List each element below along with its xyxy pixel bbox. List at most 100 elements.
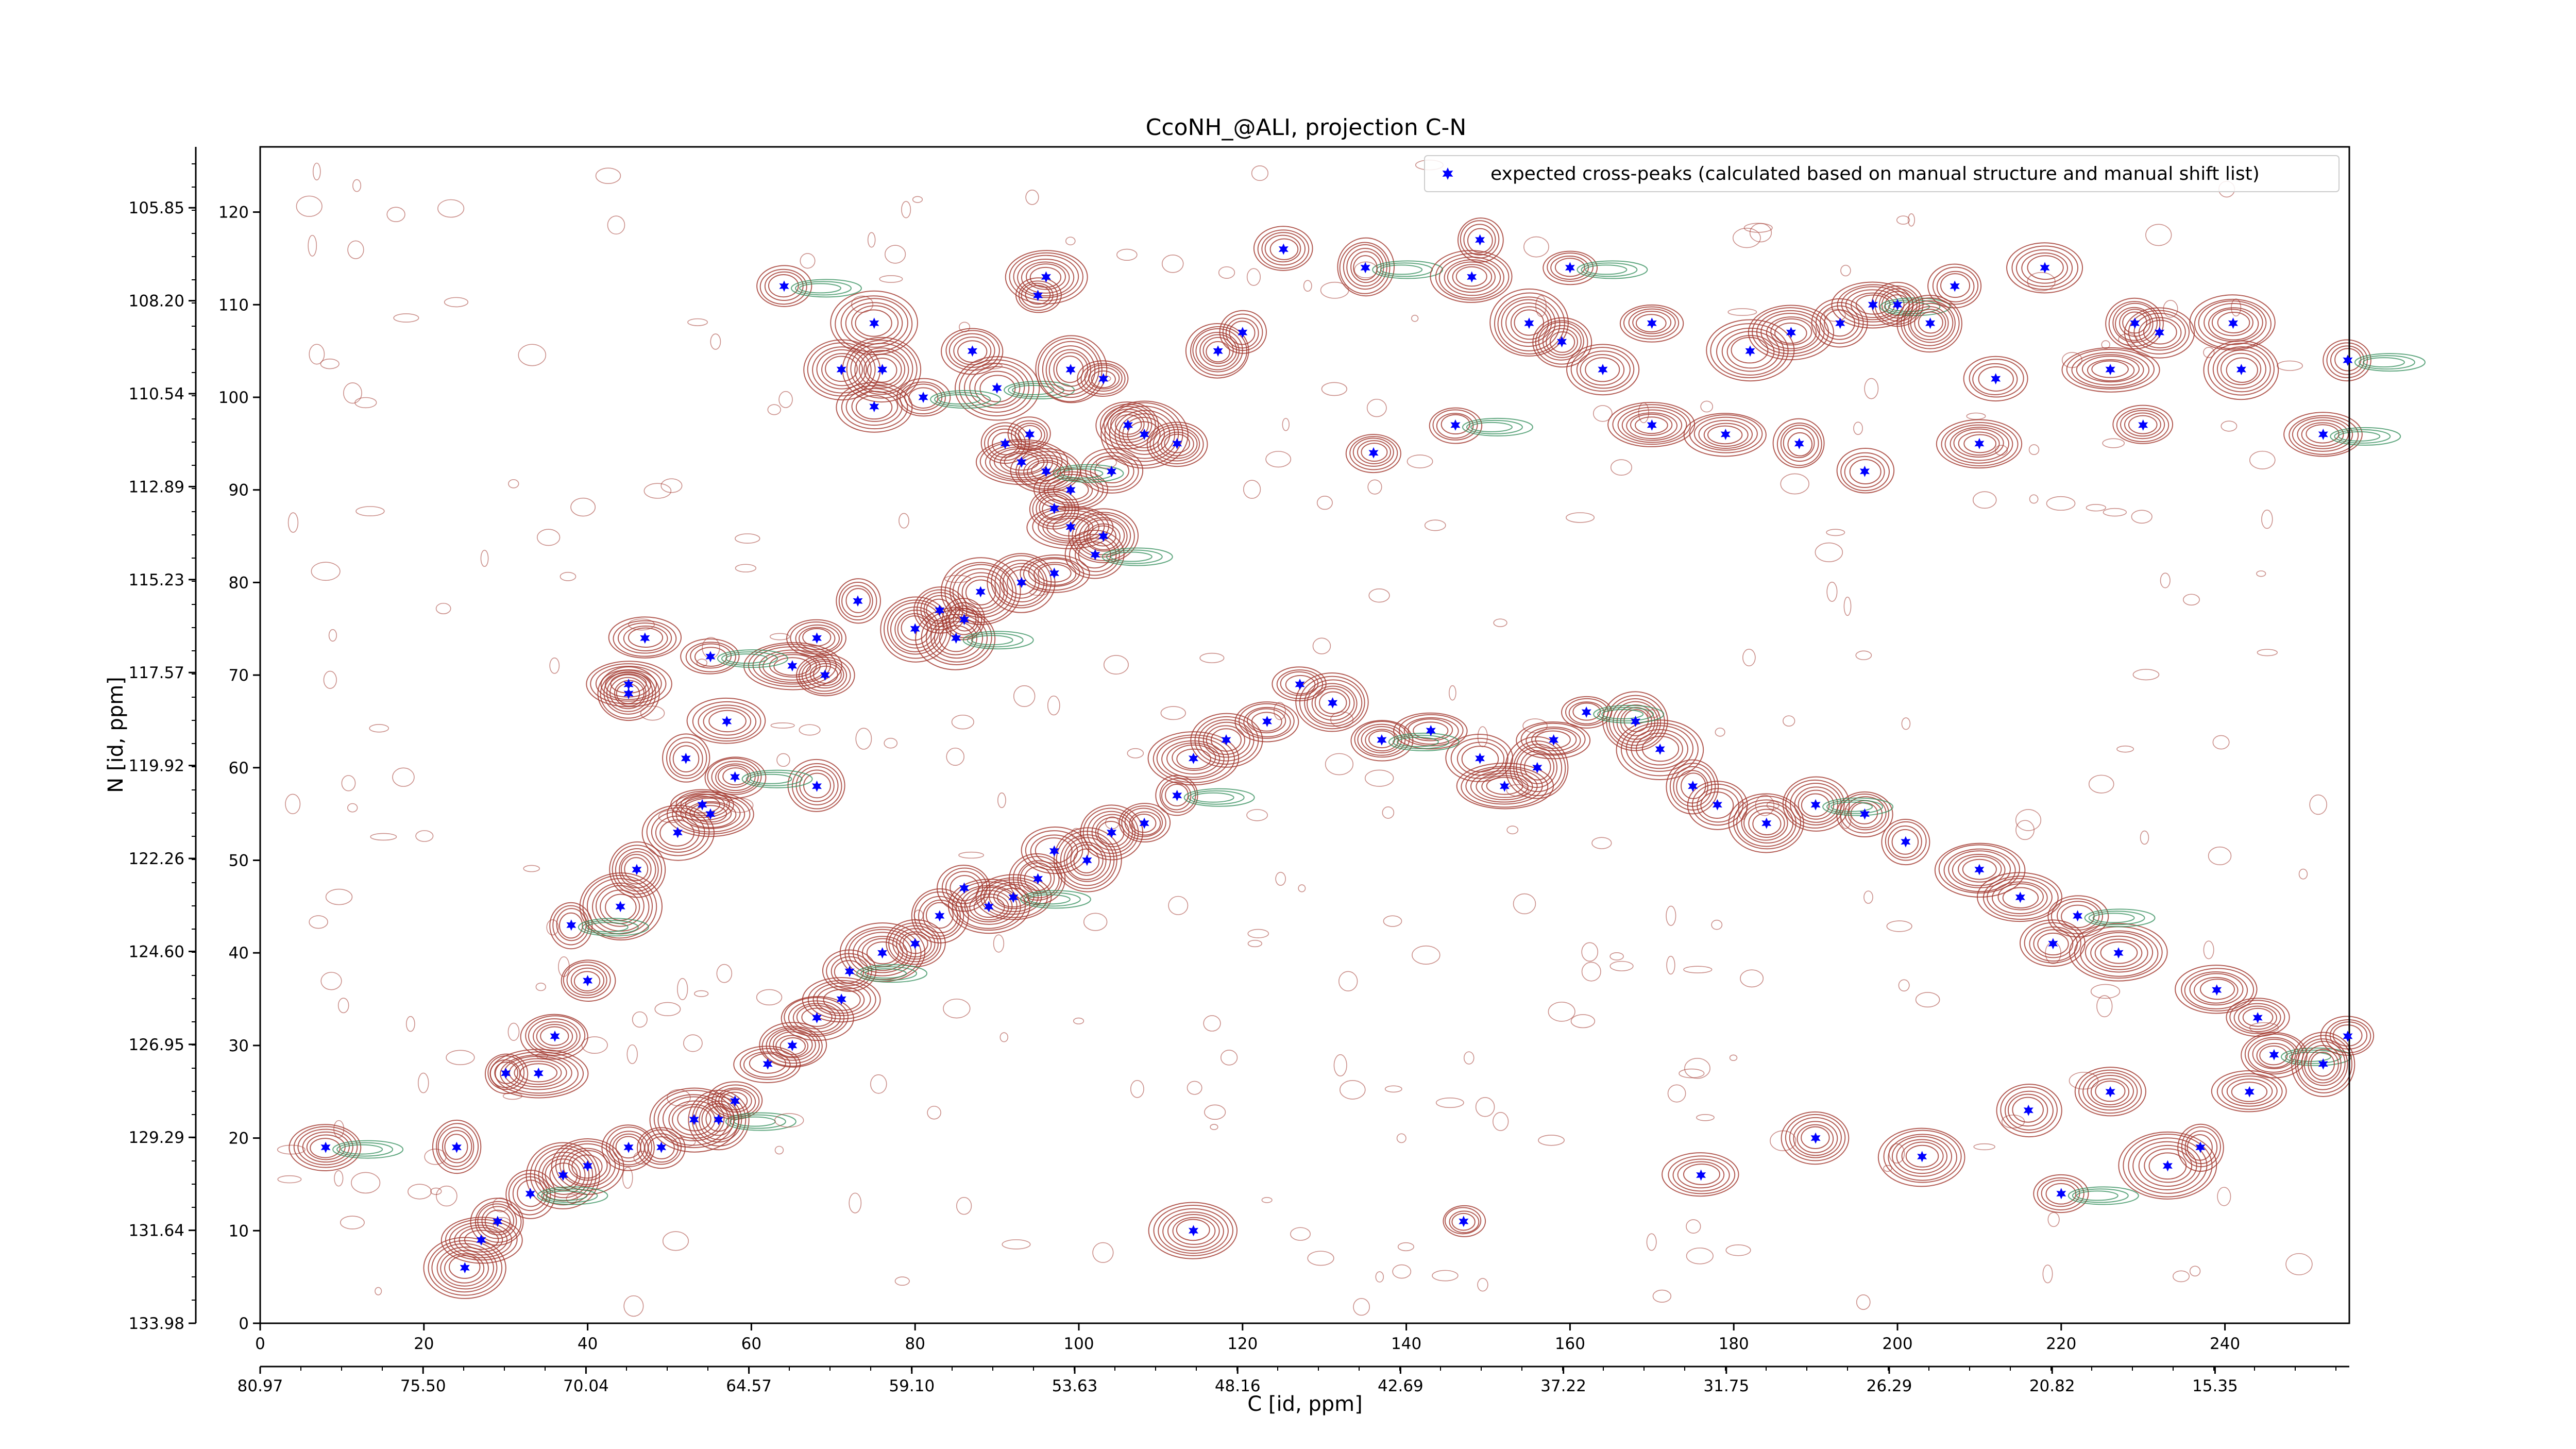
noise-contour (1994, 445, 2008, 456)
contour-ring (436, 1246, 495, 1290)
contour-ring (1185, 323, 1249, 379)
contour-ring (617, 622, 672, 654)
contour-ring (825, 356, 858, 382)
contour-ring (2108, 301, 2161, 347)
contour-ring (1878, 288, 1918, 322)
contour-ring (704, 756, 767, 799)
cross-peak-point (869, 401, 879, 412)
contour-ring (1028, 558, 1080, 587)
contour-ring (445, 1219, 518, 1261)
contour-ring (1944, 424, 2013, 464)
contour-ring (1087, 811, 1136, 854)
cross-peak-point (984, 901, 994, 913)
noise-contour (1864, 378, 1879, 399)
contour-ring (1789, 1117, 1842, 1158)
contour-ring (2007, 1093, 2048, 1127)
x-tick-label: 120 (1227, 1335, 1258, 1353)
cross-peak-point (1090, 549, 1100, 561)
noise-contour (1856, 1294, 1871, 1310)
x-ppm-tick-label: 42.69 (1378, 1377, 1423, 1395)
contour-ring (1450, 737, 1509, 779)
cross-peak-point (2155, 327, 2164, 339)
noise-contour (2132, 669, 2160, 681)
noise-contour (944, 575, 971, 583)
contour-ring (2187, 1134, 2213, 1161)
contour-ring (2189, 294, 2276, 351)
contour-ring (1918, 311, 1943, 334)
contour-ring (310, 1138, 341, 1158)
noise-contour (1340, 1080, 1366, 1100)
contour-ring (1632, 311, 1672, 334)
noise-contour (884, 245, 906, 264)
noise-contour (2086, 504, 2106, 512)
cross-peak-point (1360, 262, 1370, 274)
noise-contour (622, 1167, 633, 1189)
contour-ring (1940, 273, 1971, 298)
contour-ring (1086, 523, 1121, 550)
contour-ring (2175, 965, 2258, 1014)
contour-ring (1046, 515, 1094, 540)
contour-ring (1844, 456, 1885, 488)
negative-contour (1831, 801, 1873, 812)
y-ppm-tick-label: 105.85 (129, 199, 184, 217)
noise-contour (1367, 479, 1382, 495)
contour-ring (1015, 277, 1062, 313)
contour-ring (2027, 255, 2064, 280)
negative-contour (1372, 260, 1444, 279)
noise-contour (1383, 915, 1402, 927)
noise-contour (1247, 939, 1263, 948)
contour-ring (1982, 875, 2059, 920)
noise-contour (1915, 992, 1940, 1008)
negative-contour (2088, 911, 2145, 925)
noise-contour (1303, 280, 1312, 292)
contour-ring (609, 677, 647, 710)
contour-ring (1068, 508, 1139, 563)
contour-ring (1103, 406, 1153, 443)
contour-ring (955, 885, 1021, 929)
cross-peak-point (779, 280, 789, 292)
negative-contour (1396, 736, 1439, 747)
contour-ring (1017, 259, 1075, 297)
noise-contour (386, 207, 405, 222)
contour-ring (1285, 675, 1316, 695)
noise-contour (1265, 451, 1292, 468)
cross-peak-point (1475, 752, 1485, 764)
contour-ring (2011, 245, 2079, 290)
contour-ring (993, 448, 1048, 476)
contour-ring (1707, 425, 1743, 445)
noise-contour (2249, 450, 2276, 469)
contour-ring (1641, 736, 1680, 762)
contour-ring (2045, 1183, 2077, 1205)
contour-ring (838, 581, 877, 621)
noise-contour (393, 313, 419, 323)
contour-ring (1958, 855, 2002, 883)
noise-contour (1307, 1251, 1334, 1266)
contour-ring (1060, 834, 1115, 886)
contour-ring (423, 1237, 506, 1299)
noise-contour (1535, 295, 1547, 317)
noise-contour (1261, 1197, 1273, 1203)
contour-ring (1088, 367, 1120, 390)
contour-ring (2037, 1177, 2084, 1210)
contour-ring (1501, 299, 1556, 347)
contour-ring (711, 761, 759, 794)
noise-contour (558, 956, 570, 977)
noise-contour (320, 358, 340, 369)
noise-contour (851, 295, 874, 313)
negative-contour (2289, 1051, 2331, 1062)
cross-peak-point (1631, 716, 1640, 727)
noise-contour (523, 865, 540, 872)
contour-ring (739, 1048, 798, 1080)
contour-ring (603, 671, 653, 715)
noise-contour (2249, 1022, 2279, 1034)
negative-contour (1188, 790, 1245, 805)
noise-contour (1199, 652, 1225, 663)
noise-contour (1646, 1233, 1657, 1251)
noise-contour (677, 978, 688, 1000)
cross-peak-point (935, 604, 945, 616)
contour-ring (1785, 779, 1845, 829)
cross-peak-point (877, 947, 888, 959)
negative-contour (1822, 797, 1894, 816)
contour-ring (1461, 746, 1499, 773)
y-ppm-tick-label: 133.98 (129, 1315, 184, 1333)
